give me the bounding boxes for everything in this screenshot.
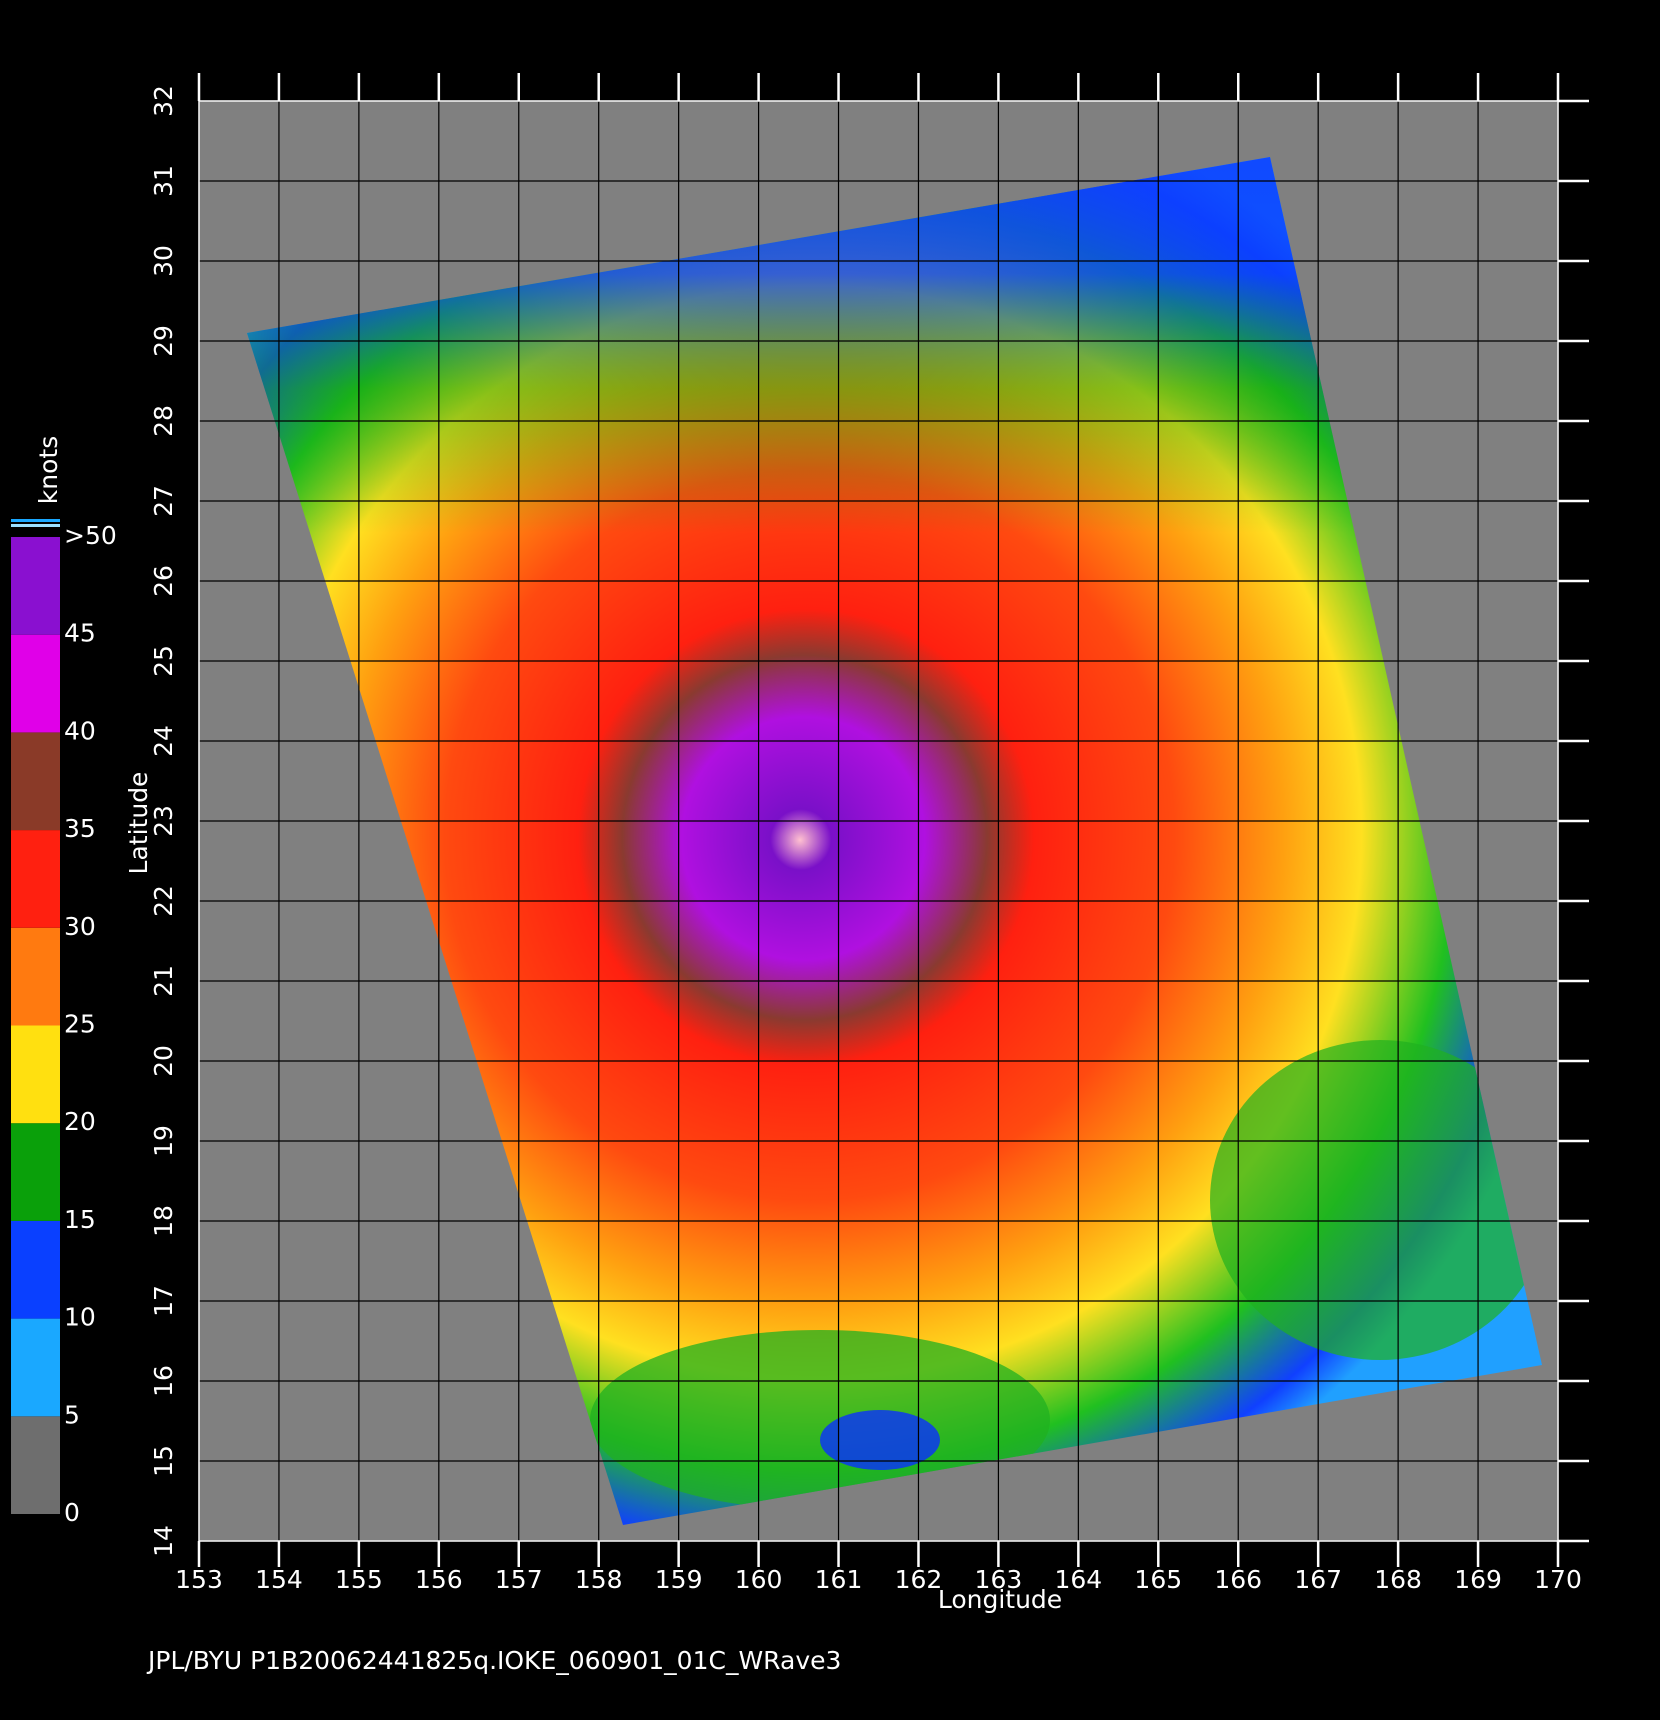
colorbar-segment [11, 830, 60, 928]
colorbar-segment [11, 1416, 60, 1514]
y-tick-label: 23 [149, 805, 178, 837]
colorbar-tick-label: 10 [64, 1303, 96, 1332]
y-tick-label: 31 [149, 165, 178, 197]
colorbar-segment [11, 1025, 60, 1124]
y-tick-label: 18 [149, 1205, 178, 1237]
x-tick-label: 168 [1374, 1565, 1422, 1594]
colorbar-tick-label: 20 [64, 1107, 96, 1136]
y-tick-label: 20 [149, 1045, 178, 1077]
x-tick-label: 162 [895, 1565, 943, 1594]
y-tick-label: 25 [149, 645, 178, 677]
x-tick-label: 154 [255, 1565, 303, 1594]
colorbar-tick-label: 45 [64, 619, 96, 648]
x-tick-label: 155 [335, 1565, 383, 1594]
colorbar-tick-label: 25 [64, 1010, 96, 1039]
x-tick-label: 167 [1294, 1565, 1342, 1594]
colorbar-segment [11, 927, 60, 1026]
x-tick-label: 161 [815, 1565, 863, 1594]
colorbar-segment [11, 1318, 60, 1417]
colorbar-tick-label: 30 [64, 912, 96, 941]
y-tick-label: 26 [149, 565, 178, 597]
colorbar-tick-label: 35 [64, 814, 96, 843]
colorbar-tick-label: >50 [64, 521, 117, 550]
x-tick-label: 160 [735, 1565, 783, 1594]
colorbar-tick-label: 5 [64, 1400, 80, 1429]
colorbar-cap [11, 519, 60, 522]
y-axis-label: Latitude [124, 772, 153, 875]
x-tick-label: 158 [575, 1565, 623, 1594]
plot-frame [198, 100, 1559, 1542]
y-tick-label: 32 [149, 85, 178, 117]
y-tick-label: 24 [149, 725, 178, 757]
x-tick-label: 159 [655, 1565, 703, 1594]
colorbar-tick-label: 40 [64, 716, 96, 745]
colorbar-segment [11, 732, 60, 831]
x-tick-label: 169 [1454, 1565, 1502, 1594]
y-tick-label: 14 [149, 1525, 178, 1557]
y-tick-label: 22 [149, 885, 178, 917]
colorbar-tick-label: 0 [64, 1498, 80, 1527]
x-tick-label: 163 [975, 1565, 1023, 1594]
x-tick-label: 166 [1214, 1565, 1262, 1594]
x-tick-label: 165 [1134, 1565, 1182, 1594]
y-tick-label: 28 [149, 405, 178, 437]
y-tick-label: 19 [149, 1125, 178, 1157]
colorbar-label: knots [34, 436, 63, 504]
x-tick-label: 156 [415, 1565, 463, 1594]
colorbar-segment [11, 1123, 60, 1221]
colorbar-segment [11, 634, 60, 733]
x-tick-label: 164 [1054, 1565, 1102, 1594]
y-tick-label: 21 [149, 965, 178, 997]
y-tick-label: 15 [149, 1445, 178, 1477]
colorbar-segment [11, 537, 60, 635]
colorbar-tick-label: 15 [64, 1205, 96, 1234]
x-tick-label: 170 [1534, 1565, 1582, 1594]
y-tick-label: 30 [149, 245, 178, 277]
x-tick-label: 153 [175, 1565, 223, 1594]
colorbar-segment [11, 1220, 60, 1319]
footer: JPL/BYU P1B20062441825q.IOKE_060901_01C_… [146, 1646, 841, 1675]
y-tick-label: 27 [149, 485, 178, 517]
y-tick-label: 16 [149, 1365, 178, 1397]
x-tick-label: 157 [495, 1565, 543, 1594]
y-tick-label: 17 [149, 1285, 178, 1317]
x-axis-label: Longitude [938, 1585, 1062, 1614]
y-tick-label: 29 [149, 325, 178, 357]
colorbar-cap [11, 524, 60, 527]
